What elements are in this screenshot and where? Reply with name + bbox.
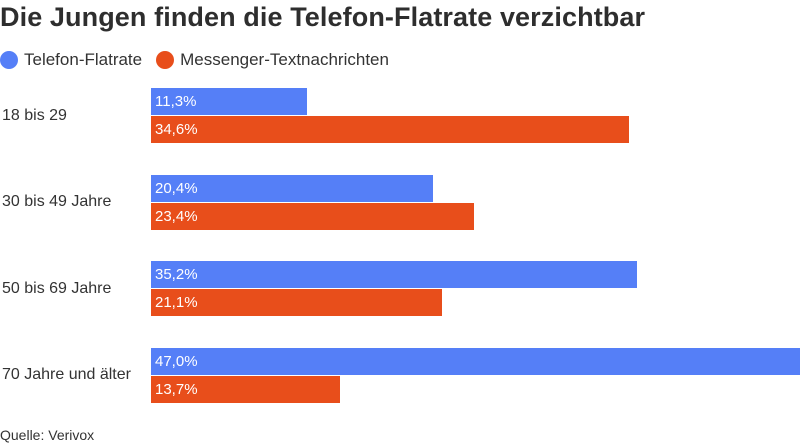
legend-label-telefon: Telefon-Flatrate <box>24 50 143 69</box>
bar-telefon: 35,2% <box>151 261 637 288</box>
category-label: 50 bis 69 Jahre <box>2 279 112 297</box>
bar-messenger: 34,6% <box>151 116 629 143</box>
bar-value-label: 35,2% <box>155 266 198 283</box>
bar-telefon: 47,0% <box>151 347 800 375</box>
bar-value-label: 34,6% <box>155 121 198 138</box>
bar-value-label: 21,1% <box>155 294 198 311</box>
category-label: 70 Jahre und älter <box>2 366 131 383</box>
legend-label-messenger: Messenger-Textnachrichten <box>180 50 389 69</box>
legend-dot-messenger <box>156 51 175 69</box>
bar-messenger: 21,1% <box>151 289 442 316</box>
source-note: Quelle: Verivox <box>0 427 95 443</box>
category-label: 30 bis 49 Jahre <box>2 193 112 210</box>
bar-value-label: 13,7% <box>155 380 198 398</box>
category-label: 18 bis 29 <box>2 106 67 124</box>
bar-telefon: 20,4% <box>151 174 433 202</box>
bar-value-label: 11,3% <box>155 93 197 110</box>
bar-telefon: 11,3% <box>151 88 307 115</box>
chart-title: Die Jungen finden die Telefon-Flatrate v… <box>0 2 646 32</box>
legend-dot-telefon <box>0 51 18 69</box>
bar-messenger: 13,7% <box>151 375 340 403</box>
legend-item-telefon: Telefon-Flatrate <box>0 50 142 70</box>
bar-messenger: 23,4% <box>151 202 474 230</box>
bar-value-label: 20,4% <box>155 179 198 197</box>
bar-value-label: 23,4% <box>155 207 198 225</box>
legend-item-messenger: Messenger-Textnachrichten <box>156 50 389 70</box>
bar-value-label: 47,0% <box>155 352 198 370</box>
chart-legend: Telefon-Flatrate Messenger-Textnachricht… <box>0 48 403 72</box>
